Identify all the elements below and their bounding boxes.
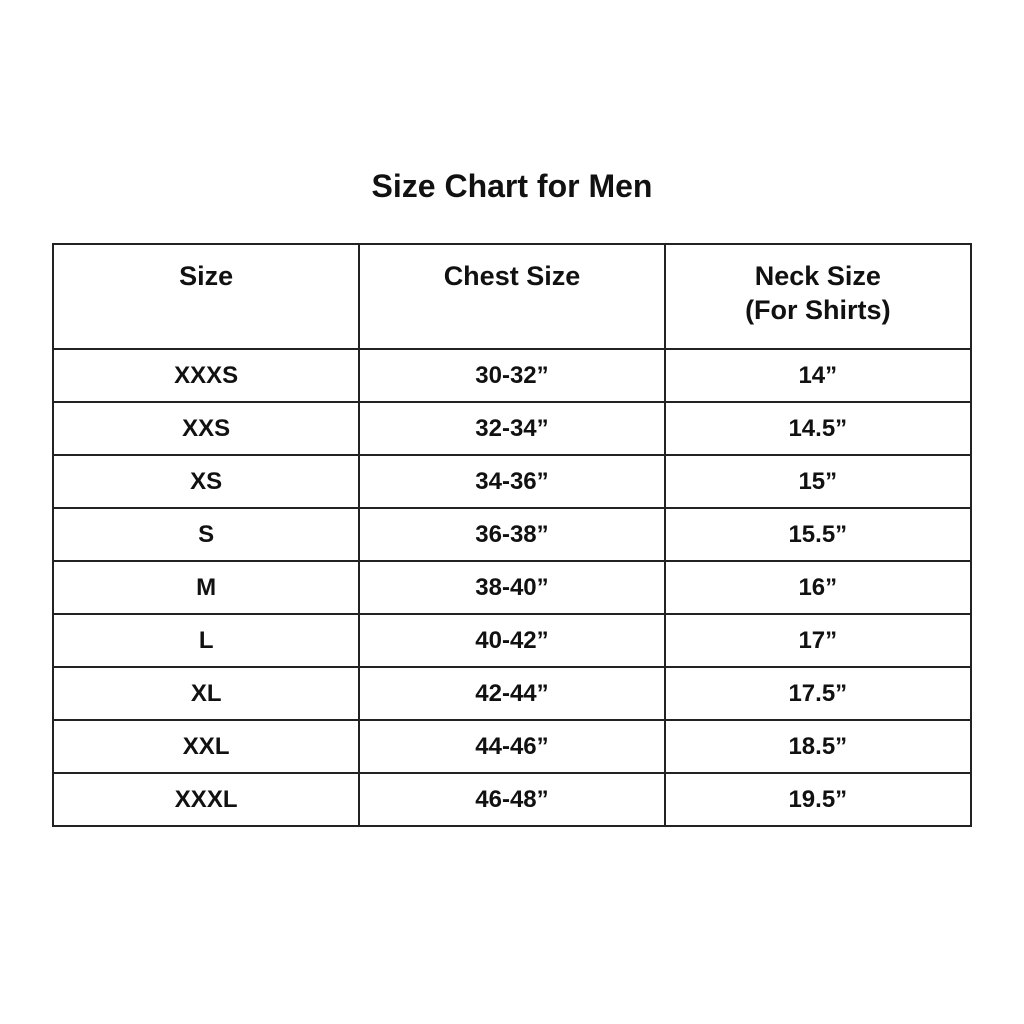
neck-size-cell: 14” bbox=[663, 348, 973, 403]
size-cell: XXS bbox=[51, 401, 361, 456]
chest-size-cell: 32-34” bbox=[358, 401, 666, 456]
header-neck-size-label: Neck Size bbox=[754, 261, 881, 291]
table-row: XXS 32-34” 14.5” bbox=[51, 401, 973, 456]
header-chest-size: Chest Size bbox=[358, 243, 666, 350]
size-cell: M bbox=[51, 560, 361, 615]
header-size: Size bbox=[51, 243, 361, 350]
table-row: XXXS 30-32” 14” bbox=[51, 348, 973, 403]
neck-size-cell: 17” bbox=[663, 613, 973, 668]
chest-size-cell: 42-44” bbox=[358, 666, 666, 721]
table-row: L 40-42” 17” bbox=[51, 613, 973, 668]
table-row: M 38-40” 16” bbox=[51, 560, 973, 615]
size-cell: XXL bbox=[51, 719, 361, 774]
page-title: Size Chart for Men bbox=[371, 168, 653, 204]
neck-size-cell: 14.5” bbox=[663, 401, 973, 456]
size-cell: XXXS bbox=[51, 348, 361, 403]
table-row: XL 42-44” 17.5” bbox=[51, 666, 973, 721]
neck-size-cell: 17.5” bbox=[663, 666, 973, 721]
chest-size-cell: 38-40” bbox=[358, 560, 666, 615]
table-row: S 36-38” 15.5” bbox=[51, 507, 973, 562]
chest-size-cell: 46-48” bbox=[358, 772, 666, 827]
size-cell: XS bbox=[51, 454, 361, 509]
chest-size-cell: 40-42” bbox=[358, 613, 666, 668]
header-neck-size-note: (For Shirts) bbox=[745, 295, 891, 325]
table-row: XXXL 46-48” 19.5” bbox=[51, 772, 973, 827]
chest-size-cell: 36-38” bbox=[358, 507, 666, 562]
size-chart-table: Size Chest Size Neck Size (For Shirts) XX… bbox=[51, 243, 973, 827]
chest-size-cell: 30-32” bbox=[358, 348, 666, 403]
table-row: XS 34-36” 15” bbox=[51, 454, 973, 509]
neck-size-cell: 18.5” bbox=[663, 719, 973, 774]
neck-size-cell: 15.5” bbox=[663, 507, 973, 562]
header-row: Size Chest Size Neck Size (For Shirts) bbox=[51, 243, 973, 350]
table-row: XXL 44-46” 18.5” bbox=[51, 719, 973, 774]
size-cell: L bbox=[51, 613, 361, 668]
size-cell: S bbox=[51, 507, 361, 562]
neck-size-cell: 16” bbox=[663, 560, 973, 615]
neck-size-cell: 15” bbox=[663, 454, 973, 509]
neck-size-cell: 19.5” bbox=[663, 772, 973, 827]
chest-size-cell: 44-46” bbox=[358, 719, 666, 774]
header-neck-size: Neck Size (For Shirts) bbox=[663, 243, 973, 350]
size-cell: XL bbox=[51, 666, 361, 721]
size-cell: XXXL bbox=[51, 772, 361, 827]
chest-size-cell: 34-36” bbox=[358, 454, 666, 509]
